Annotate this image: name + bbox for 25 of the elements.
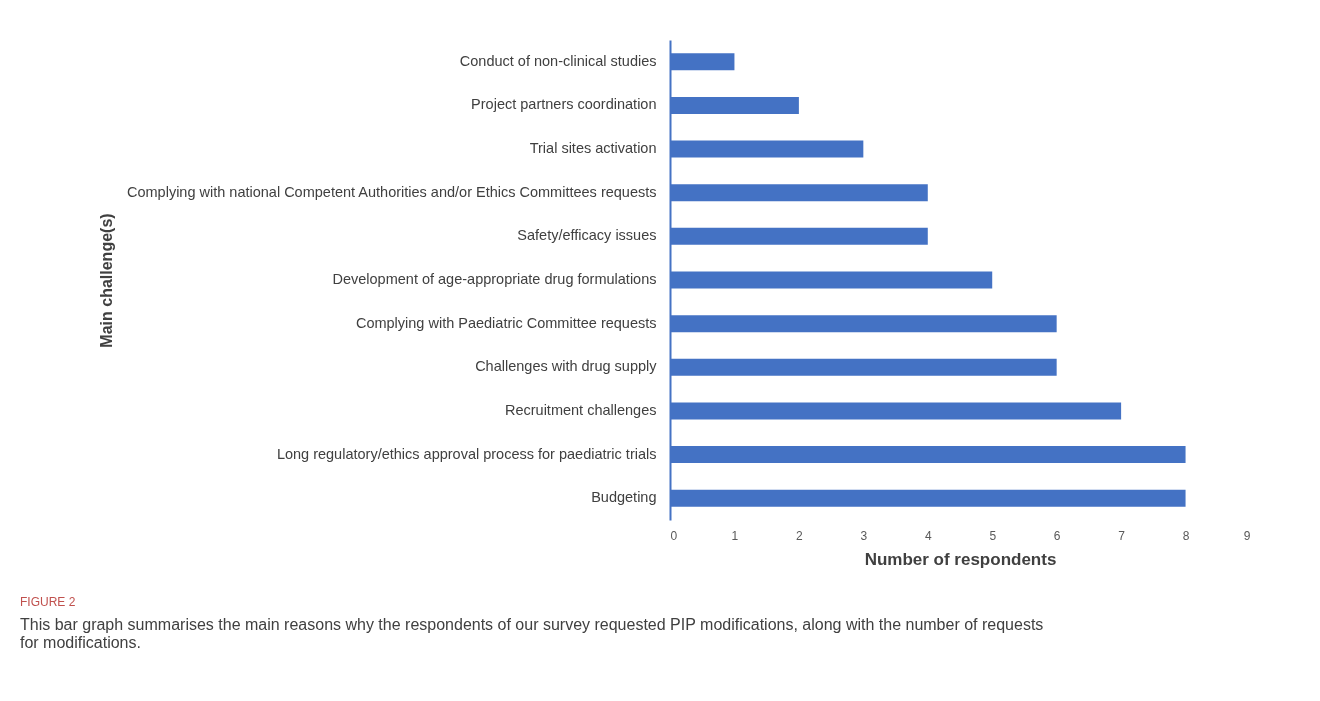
x-tick-label: 9 — [1243, 528, 1251, 543]
x-tick-label: 3 — [860, 528, 868, 543]
y-tick-label: Long regulatory/ethics approval process for paediatric trials — [276, 445, 657, 462]
y-tick-label: Recruitment challenges — [504, 401, 657, 418]
y-tick-label: Trial sites activation — [529, 140, 657, 157]
y-axis-title: Main challenge(s) — [97, 213, 115, 348]
x-tick-label: 5 — [989, 528, 997, 543]
y-tick-label: Project partners coordination — [471, 96, 657, 113]
x-axis-title: Number of respondents — [864, 549, 1057, 569]
caption: FIGURE 2 — [20, 595, 76, 609]
x-tick-label: 4 — [924, 528, 932, 543]
x-tick-label: 1 — [731, 528, 739, 543]
y-tick-label: Complying with national Competent Authorities and/or Ethics Committees requests — [126, 183, 657, 200]
x-tick-label: 2 — [796, 528, 804, 543]
text: This bar graph summarises the main reasons why the respondents of our survey requested PIP modifications, along with the number of requests for modifications. — [20, 616, 1044, 651]
x-tick-label: 0 — [670, 528, 678, 543]
y-tick-label: Challenges with drug supply — [475, 358, 658, 375]
y-tick-label: Safety/efficacy issues — [517, 227, 657, 244]
x-tick-label: 7 — [1118, 528, 1126, 543]
y-tick-label: Budgeting — [591, 489, 657, 506]
y-tick-label: Complying with Paediatric Committee requests — [355, 314, 657, 331]
y-tick-label: Conduct of non-clinical studies — [459, 52, 657, 69]
y-tick-label: Development of age-appropriate drug formulations — [332, 271, 657, 287]
x-tick-label: 6 — [1053, 528, 1061, 543]
x-tick-label: 8 — [1182, 528, 1190, 543]
